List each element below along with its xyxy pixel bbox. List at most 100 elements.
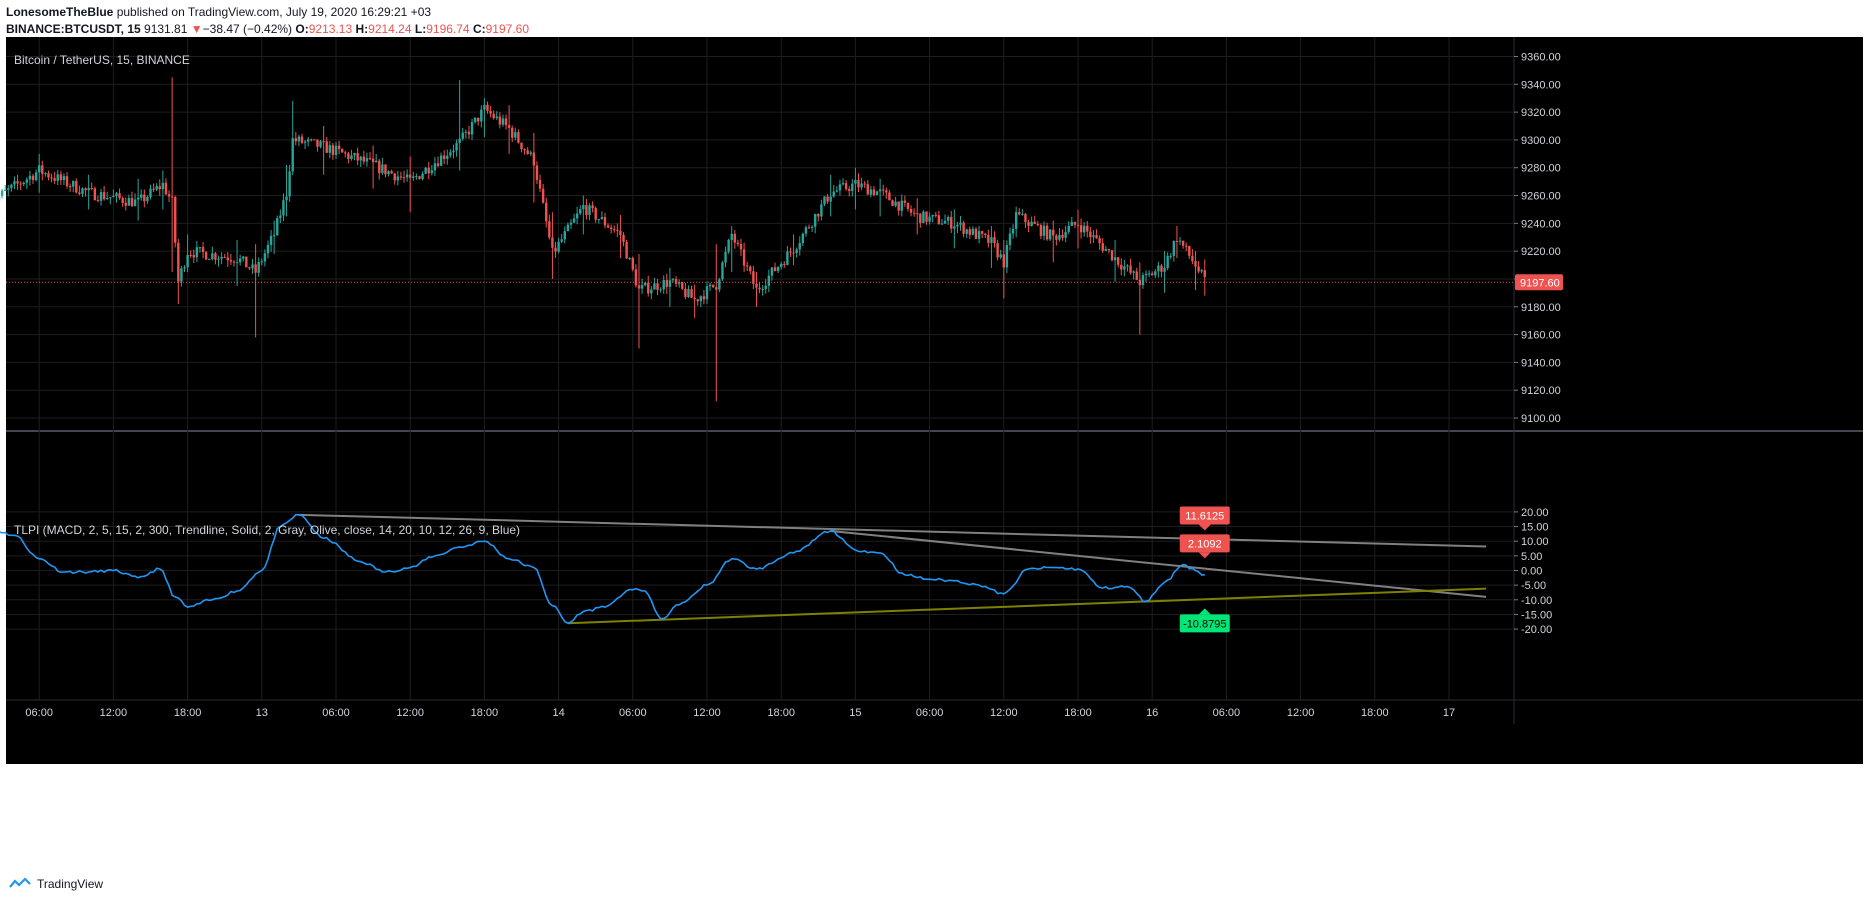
candle[interactable] (934, 214, 937, 216)
candle[interactable] (597, 219, 600, 221)
candle[interactable] (0, 190, 4, 196)
candle[interactable] (1101, 243, 1104, 251)
candle[interactable] (613, 229, 616, 231)
candle[interactable] (733, 233, 737, 243)
candle[interactable] (1163, 268, 1166, 272)
candle[interactable] (109, 197, 112, 199)
candle[interactable] (749, 266, 752, 272)
candle[interactable] (909, 208, 913, 213)
candle[interactable] (514, 132, 517, 138)
candle[interactable] (1181, 240, 1185, 246)
candle[interactable] (72, 181, 75, 187)
candle[interactable] (906, 202, 910, 209)
candle[interactable] (257, 261, 260, 273)
candle[interactable] (25, 179, 29, 183)
candle[interactable] (1082, 225, 1086, 233)
candle[interactable] (888, 192, 891, 201)
candle[interactable] (279, 215, 282, 219)
candle[interactable] (251, 264, 254, 269)
candle[interactable] (789, 251, 792, 253)
candle[interactable] (81, 188, 84, 194)
candle[interactable] (1011, 228, 1015, 234)
candle[interactable] (189, 254, 192, 256)
candle[interactable] (306, 139, 310, 142)
candle[interactable] (378, 160, 381, 174)
candle[interactable] (133, 199, 137, 207)
candle[interactable] (1200, 270, 1203, 272)
candle[interactable] (551, 237, 554, 248)
candle[interactable] (1036, 223, 1040, 226)
candle[interactable] (269, 235, 273, 245)
candle[interactable] (362, 156, 366, 162)
candle[interactable] (161, 182, 165, 190)
candle[interactable] (495, 116, 498, 119)
candle[interactable] (984, 233, 987, 235)
candle[interactable] (402, 177, 406, 179)
candle[interactable] (93, 188, 97, 201)
candle[interactable] (152, 188, 155, 190)
candle[interactable] (931, 214, 934, 217)
candle[interactable] (708, 284, 712, 287)
candle[interactable] (368, 158, 372, 160)
candle[interactable] (140, 194, 143, 198)
candle[interactable] (563, 231, 566, 240)
candle[interactable] (640, 285, 644, 289)
candle[interactable] (1126, 265, 1129, 267)
candle[interactable] (1138, 279, 1142, 286)
candle[interactable] (75, 181, 78, 193)
candle[interactable] (594, 208, 597, 220)
candle[interactable] (1160, 265, 1163, 272)
candle[interactable] (699, 296, 703, 302)
candle[interactable] (303, 141, 307, 143)
candle[interactable] (28, 175, 32, 180)
candle[interactable] (810, 226, 814, 228)
candle[interactable] (1166, 255, 1169, 269)
candle[interactable] (1052, 229, 1055, 236)
candle[interactable] (235, 262, 239, 264)
candle[interactable] (310, 139, 313, 141)
candle[interactable] (1191, 255, 1194, 262)
candle[interactable] (773, 267, 777, 271)
candle[interactable] (127, 197, 131, 206)
candle[interactable] (662, 280, 665, 290)
candle[interactable] (532, 152, 536, 166)
candle[interactable] (118, 193, 121, 199)
candle[interactable] (353, 153, 356, 156)
candle[interactable] (795, 249, 798, 253)
candle[interactable] (940, 223, 944, 225)
candle[interactable] (504, 118, 508, 126)
oscillator-line[interactable] (0, 513, 1205, 625)
candle[interactable] (50, 177, 53, 179)
candle[interactable] (783, 263, 786, 265)
candle[interactable] (1076, 224, 1080, 226)
candle[interactable] (405, 174, 409, 178)
candle[interactable] (433, 163, 437, 171)
candle[interactable] (446, 155, 449, 159)
candle[interactable] (1113, 257, 1117, 261)
candle[interactable] (588, 205, 591, 215)
candle[interactable] (575, 213, 579, 219)
candle[interactable] (511, 127, 514, 138)
candle[interactable] (170, 196, 174, 198)
candle[interactable] (498, 116, 502, 125)
candle[interactable] (1154, 271, 1157, 276)
candle[interactable] (619, 230, 622, 235)
candle[interactable] (31, 175, 35, 181)
candle[interactable] (776, 266, 780, 271)
candle[interactable] (1021, 213, 1024, 215)
candle[interactable] (467, 131, 471, 135)
candle[interactable] (365, 158, 369, 162)
candle[interactable] (288, 171, 291, 197)
candle[interactable] (987, 234, 990, 243)
candle[interactable] (866, 184, 869, 195)
candle[interactable] (1014, 212, 1018, 229)
candle[interactable] (823, 196, 826, 205)
candle[interactable] (217, 258, 220, 260)
candle[interactable] (1079, 225, 1083, 233)
candle[interactable] (65, 176, 69, 187)
candle[interactable] (1073, 221, 1077, 225)
candle[interactable] (461, 132, 464, 139)
candle[interactable] (625, 241, 628, 259)
candle[interactable] (687, 289, 690, 297)
candle[interactable] (529, 152, 532, 154)
